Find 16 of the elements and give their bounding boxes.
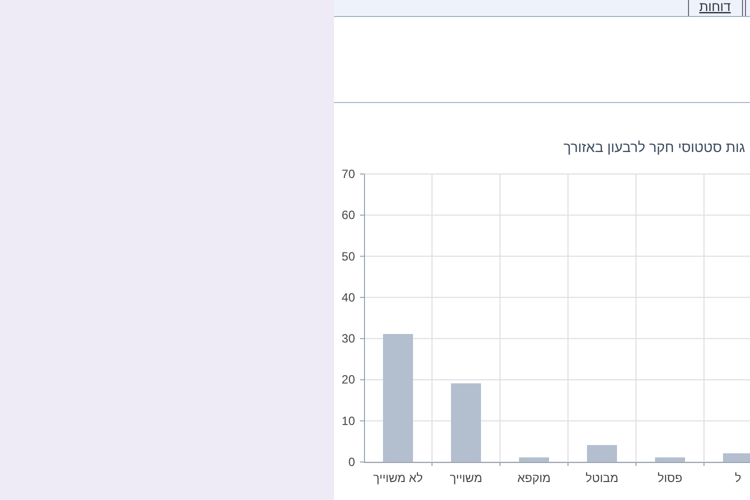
x-tick-label: פסול [658,471,682,485]
x-tick-label: ל [734,471,742,485]
y-tick-label: 10 [342,414,356,428]
y-tick-label: 70 [342,167,356,181]
x-tick-label: משוייך [450,471,482,485]
y-tick-label: 60 [342,208,356,222]
y-tick-label: 30 [342,332,356,346]
x-tick-label: מוקפא [517,471,551,485]
text: דוחות [699,0,731,14]
chart-title: גות סטטוסי חקר לרבעון באזורך [563,139,746,155]
y-tick-label: 20 [342,372,356,387]
y-tick-label: 40 [342,290,356,304]
x-tick-label: מבוטל [586,471,618,485]
x-tick-label: לא משוייך [373,471,423,485]
y-tick-label: 0 [348,455,356,469]
y-tick-label: 50 [342,249,356,264]
